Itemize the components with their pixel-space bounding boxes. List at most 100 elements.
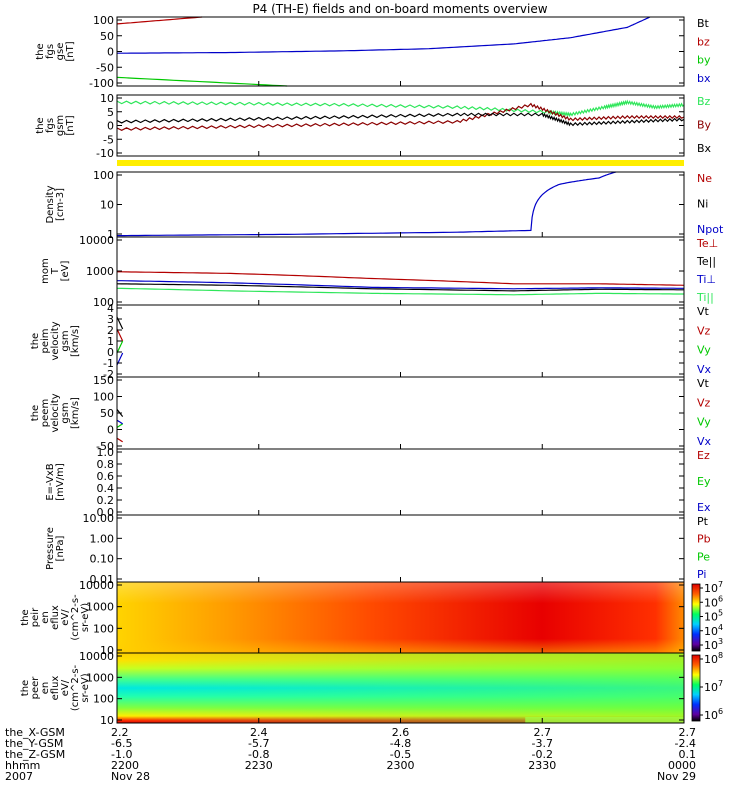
- y-axis-label-line: the: [20, 680, 31, 696]
- legend-entry: Bt: [697, 17, 710, 30]
- y-tick-label: -100: [89, 77, 114, 90]
- y-axis-label-line: [nPa]: [55, 535, 66, 561]
- y-tick-label: -1: [103, 357, 114, 370]
- y-axis-label: Density [cm-3]: [45, 185, 66, 223]
- x-axis-value: -0.5: [390, 748, 411, 761]
- y-axis-label: the peem velocity gsm [km/s]: [30, 393, 81, 432]
- y-axis-label-line: [cm-3]: [55, 188, 66, 221]
- colorbar-tick-label: 106: [704, 707, 723, 722]
- x-axis-row-label: the_Y-GSM: [5, 737, 63, 750]
- legend-entry: Vy: [697, 416, 711, 429]
- y-axis-label-line: [km/s]: [70, 397, 81, 429]
- series-line-vy: [116, 423, 123, 428]
- panel-frame: [116, 236, 685, 306]
- y-tick-label: 10000: [79, 650, 114, 663]
- panel-pressure: 10.00 1.00 0.10 0.01 Pressure [nPa] Pt Pb Pe Pi: [45, 512, 711, 586]
- legend-entry: bx: [697, 72, 711, 85]
- y-tick-label: 1: [107, 335, 114, 348]
- colorbar: [691, 654, 701, 722]
- legend-entry: Pt: [697, 515, 709, 528]
- y-tick-label: 100: [93, 391, 114, 404]
- legend-entry: Ni: [697, 198, 708, 211]
- flag-bar: [117, 160, 684, 166]
- series-line-by: [116, 102, 685, 131]
- legend-entry: Vx: [697, 363, 712, 376]
- x-axis-value: 0.1: [679, 748, 697, 761]
- x-axis-row-label: the_Z-GSM: [5, 748, 65, 761]
- y-tick-label: -2: [103, 368, 114, 381]
- y-axis-label-line: the: [30, 333, 41, 349]
- x-axis-row-label: 2007: [5, 770, 33, 783]
- y-tick-label: 100: [93, 14, 114, 27]
- x-axis-value: 2230: [245, 759, 273, 772]
- y-tick-label: 0.10: [90, 553, 115, 566]
- y-axis-label: the fgs gsm [nT]: [35, 115, 76, 136]
- x-axis-value: 2.7: [679, 726, 697, 739]
- y-tick-label: 1: [107, 228, 114, 241]
- y-axis-label-line: (cm^2-s-: [70, 664, 81, 711]
- y-axis-label-line: mom: [40, 258, 51, 284]
- legend-entry: bz: [697, 35, 710, 48]
- y-axis-label-line: [km/s]: [70, 325, 81, 357]
- legend-entry: Ez: [697, 449, 710, 462]
- y-tick-label: 0.6: [97, 470, 115, 483]
- x-axis-value: 0000: [668, 759, 696, 772]
- y-tick-label: -50: [96, 61, 114, 74]
- y-axis-label-line: the: [20, 609, 31, 625]
- series-line-vx: [116, 419, 124, 425]
- y-axis-label-line: peem: [40, 399, 51, 427]
- y-axis-label: Pressure [nPa]: [45, 527, 66, 570]
- legend-entry: Pe: [697, 550, 710, 563]
- y-axis-label: the peer en eflux eV/(cm^2-s-sr-eV): [20, 664, 91, 711]
- legend-entry: Vz: [697, 324, 711, 337]
- panel-frame: [116, 448, 685, 516]
- x-axis-value: -3.7: [532, 737, 553, 750]
- legend-entry: by: [697, 54, 711, 67]
- x-axis-value: 2330: [528, 759, 556, 772]
- spectrogram-shade: [117, 653, 684, 723]
- y-tick-label: 1000: [86, 601, 114, 614]
- y-tick-label: 0.2: [97, 494, 115, 507]
- y-tick-label: 10: [100, 714, 114, 727]
- y-axis-label-line: [nT]: [65, 41, 76, 61]
- y-tick-label: 10000: [79, 579, 114, 592]
- y-tick-label: 1.0: [97, 446, 115, 459]
- spectrogram-shade: [117, 582, 684, 653]
- y-axis-label-line: en: [40, 682, 51, 695]
- y-tick-label: 2: [107, 324, 114, 337]
- series-line-npot: [117, 171, 617, 237]
- y-tick-label: 100: [93, 296, 114, 309]
- y-tick-label: 1000: [86, 265, 114, 278]
- x-axis-value: 2.6: [392, 726, 410, 739]
- x-axis-value: Nov 28: [111, 770, 150, 783]
- panel-frame: [116, 16, 685, 87]
- legend-entry: Te||: [696, 255, 716, 268]
- y-axis-label-line: Density: [45, 185, 56, 223]
- series-line-by: [116, 76, 288, 87]
- y-axis-label: the peim velocity gsm [km/s]: [30, 321, 81, 360]
- y-axis-label-line: peim: [40, 328, 51, 353]
- series-line-bz: [116, 99, 685, 118]
- y-tick-label: 10.00: [83, 512, 115, 525]
- y-axis-label-line: [mV/m]: [55, 463, 66, 501]
- series-line-ti-: [116, 287, 684, 296]
- panel-frame: [116, 171, 685, 238]
- y-tick-label: 100: [93, 622, 114, 635]
- y-axis-label-line: Pressure: [45, 527, 56, 570]
- y-axis-label-line: fgs: [45, 44, 56, 59]
- x-axis-value: -1.0: [111, 748, 132, 761]
- y-tick-label: 100: [93, 169, 114, 182]
- x-axis-value: Nov 29: [657, 770, 696, 783]
- y-axis-label-line: peir: [30, 607, 41, 627]
- y-tick-label: 150: [93, 374, 114, 387]
- series-line-vz: [116, 437, 124, 443]
- series-line-vy: [116, 340, 124, 354]
- colorbar-tick-label: 106: [704, 594, 723, 609]
- colorbar-tick-label: 104: [704, 623, 723, 638]
- y-axis-label-line: eV/: [60, 679, 71, 696]
- y-tick-label: 50: [100, 407, 114, 420]
